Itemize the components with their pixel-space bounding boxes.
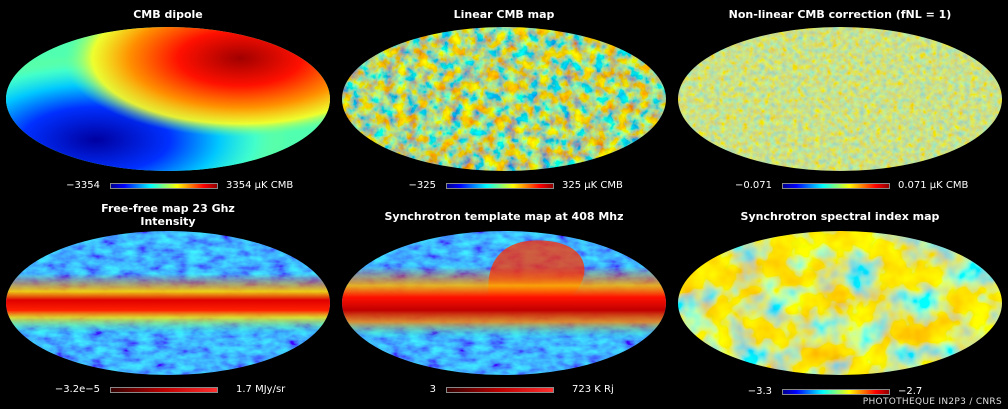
sky-map-mollweide xyxy=(6,231,330,375)
colorbar-gradient xyxy=(110,387,218,393)
panel-title: Non-linear CMB correction (fNL = 1) xyxy=(728,8,952,21)
colorbar-min-label: −0.071 xyxy=(734,180,772,191)
panel-title: Free-free map 23 Ghz Intensity xyxy=(101,202,235,228)
panel-title: Linear CMB map xyxy=(453,8,555,21)
colorbar-max-label: 3354 µK CMB xyxy=(226,180,294,191)
sky-map-mollweide xyxy=(6,27,330,171)
panel-title: Synchrotron spectral index map xyxy=(740,210,940,223)
sky-map-mollweide xyxy=(678,231,1002,375)
colorbar-min-label: 3 xyxy=(429,384,436,395)
sky-map-mollweide xyxy=(678,27,1002,171)
colorbar-min-label: −3.3 xyxy=(747,386,772,397)
panel-free-free: Free-free map 23 Ghz Intensity −3.2e−5 1.… xyxy=(0,200,336,404)
colorbar: 3 723 K Rj xyxy=(336,382,672,398)
colorbar: −3354 3354 µK CMB xyxy=(0,178,336,194)
colorbar-gradient xyxy=(446,183,554,189)
panel-title: Synchrotron template map at 408 Mhz xyxy=(384,210,624,223)
colorbar-max-label: 1.7 MJy/sr xyxy=(236,384,286,395)
colorbar-max-label: 325 µK CMB xyxy=(562,180,623,191)
colorbar: −0.071 0.071 µK CMB xyxy=(672,178,1008,194)
panel-synchrotron-template: Synchrotron template map at 408 Mhz 3 72… xyxy=(336,200,672,404)
colorbar-max-label: −2.7 xyxy=(898,386,923,397)
panel-cmb-dipole: CMB dipole −3354 3354 µK CMB xyxy=(0,0,336,204)
colorbar-gradient xyxy=(110,183,218,189)
panel-linear-cmb: Linear CMB map −325 325 µK CMB xyxy=(336,0,672,204)
sky-map-mollweide xyxy=(342,231,666,375)
colorbar-max-label: 723 K Rj xyxy=(572,384,614,395)
colorbar: −3.3 −2.7 xyxy=(672,384,1008,400)
colorbar-min-label: −3.2e−5 xyxy=(54,384,100,395)
colorbar-gradient xyxy=(446,387,554,393)
sky-map-mollweide xyxy=(342,27,666,171)
photo-credit: PHOTOTHEQUE IN2P3 / CNRS xyxy=(862,397,1002,407)
colorbar-min-label: −325 xyxy=(408,180,436,191)
colorbar-max-label: 0.071 µK CMB xyxy=(898,180,969,191)
colorbar-gradient xyxy=(782,389,890,395)
panel-nonlinear-cmb: Non-linear CMB correction (fNL = 1) −0.0… xyxy=(672,0,1008,204)
panel-synchrotron-spectral-index: Synchrotron spectral index map −3.3 −2.7 xyxy=(672,200,1008,404)
colorbar-gradient xyxy=(782,183,890,189)
panel-title: CMB dipole xyxy=(133,8,203,21)
colorbar: −325 325 µK CMB xyxy=(336,178,672,194)
colorbar: −3.2e−5 1.7 MJy/sr xyxy=(0,382,336,398)
colorbar-min-label: −3354 xyxy=(66,180,100,191)
